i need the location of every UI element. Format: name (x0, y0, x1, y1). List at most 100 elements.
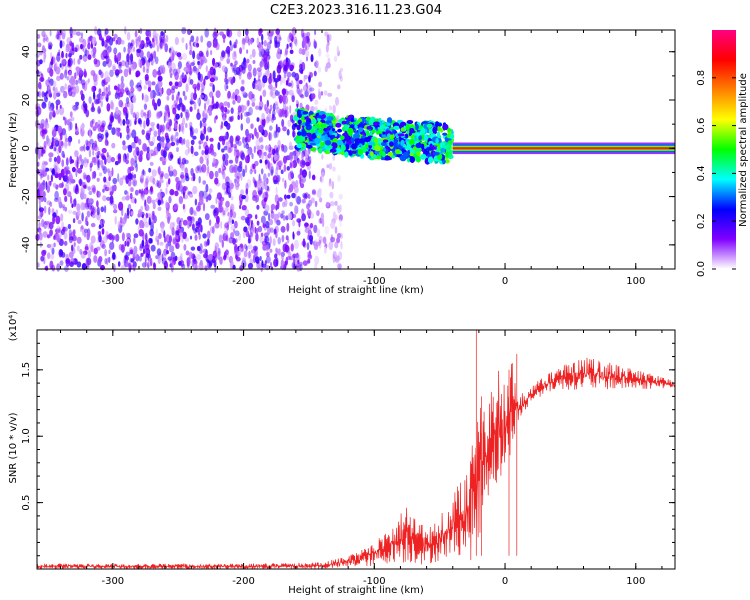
heatmap-cell (259, 95, 263, 102)
heatmap-cell (67, 223, 72, 230)
heatmap-cell (204, 28, 209, 38)
heatmap-cell (144, 204, 150, 212)
heatmap-cell (334, 226, 338, 234)
heatmap-cell (209, 66, 215, 76)
heatmap-cell (404, 133, 409, 139)
heatmap-cell (38, 184, 44, 192)
heatmap-cell (101, 40, 105, 47)
heatmap-cell (88, 198, 94, 204)
heatmap-cell (122, 144, 128, 151)
heatmap-cell (274, 194, 279, 204)
heatmap-cell (154, 33, 159, 38)
heatmap-cell (256, 261, 261, 269)
heatmap-cell (88, 190, 93, 196)
heatmap-cell (234, 145, 238, 153)
heatmap-cell (126, 134, 130, 141)
heatmap-cell (336, 237, 341, 244)
heatmap-cell (309, 87, 315, 92)
heatmap-cell (128, 262, 131, 269)
heatmap-cell (170, 136, 173, 142)
heatmap-cell (230, 196, 234, 201)
heatmap-cell (135, 218, 139, 225)
heatmap-cell (270, 261, 272, 268)
heatmap-cell (177, 81, 183, 88)
heatmap-cell (275, 129, 279, 138)
heatmap-cell (173, 100, 177, 107)
heatmap-cell (339, 219, 342, 227)
heatmap-cell (43, 140, 47, 149)
heatmap-cell (444, 124, 449, 131)
heatmap-cell (43, 56, 46, 63)
heatmap-cell (41, 148, 46, 154)
heatmap-cell (140, 252, 144, 257)
heatmap-cell (241, 79, 245, 85)
heatmap-cell (92, 213, 96, 219)
heatmap-cell (254, 226, 257, 234)
heatmap-cell (79, 154, 82, 162)
heatmap-cell (37, 181, 41, 187)
heatmap-cell (134, 120, 137, 125)
heatmap-cell (258, 28, 262, 37)
snr-ylabel: SNR (10 * v/v) (8, 412, 19, 483)
heatmap-cell (245, 188, 249, 195)
heatmap-cell (51, 168, 56, 175)
heatmap-cell (299, 102, 303, 111)
heatmap-cell (268, 162, 273, 172)
heatmap-cell (258, 106, 263, 111)
heatmap-cell (53, 242, 56, 248)
heatmap-cell (178, 136, 183, 144)
heatmap-cell (55, 109, 60, 115)
heatmap-cell (258, 125, 261, 131)
heatmap-cell (276, 64, 282, 74)
heatmap-cell (55, 66, 61, 75)
heatmap-cell (168, 166, 171, 173)
colorbar: 0.00.20.40.60.8 Normalized spectral ampl… (696, 30, 749, 277)
heatmap-cell (71, 203, 74, 208)
x-tick-label: -200 (232, 276, 255, 287)
heatmap-cell (77, 219, 82, 225)
heatmap-cell (69, 111, 73, 118)
heatmap-cell (267, 35, 273, 40)
heatmap-cell (213, 152, 217, 157)
heatmap-cell (265, 220, 270, 229)
heatmap-cell (189, 45, 193, 51)
heatmap-cell (280, 259, 285, 268)
heatmap-cell (92, 150, 95, 156)
heatmap-cell (262, 223, 266, 229)
heatmap-cell (130, 157, 135, 167)
heatmap-cell (219, 256, 223, 265)
heatmap-cell (41, 101, 47, 109)
heatmap-cell (175, 230, 180, 236)
heatmap-cell (287, 35, 291, 43)
heatmap-cell (304, 222, 309, 227)
heatmap-cell (325, 62, 331, 69)
heatmap-cell (332, 104, 336, 114)
heatmap-cell (61, 58, 67, 67)
heatmap-cell (229, 40, 232, 46)
heatmap-cell (94, 98, 100, 105)
heatmap-cell (409, 156, 415, 164)
heatmap-cell (231, 115, 234, 122)
heatmap-cell (285, 235, 289, 241)
heatmap-cell (202, 117, 207, 123)
heatmap-cell (139, 150, 143, 156)
heatmap-cell (93, 79, 98, 87)
heatmap-cell (277, 212, 282, 218)
heatmap-cell (257, 75, 261, 82)
heatmap-cell (197, 217, 202, 226)
heatmap-cell (314, 99, 319, 105)
heatmap-cell (86, 140, 91, 150)
heatmap-cell (234, 220, 238, 229)
heatmap-cell (101, 120, 106, 128)
heatmap-cell (143, 112, 147, 117)
heatmap-cell (152, 37, 155, 43)
heatmap-cell (206, 158, 209, 167)
heatmap-cell (118, 61, 122, 67)
heatmap-cell (264, 182, 268, 190)
heatmap-cell (231, 219, 235, 224)
heatmap-cell (286, 194, 291, 199)
heatmap-cell (270, 166, 274, 174)
heatmap-cell (221, 65, 226, 73)
heatmap-cell (140, 50, 144, 56)
heatmap-cell (289, 184, 294, 193)
